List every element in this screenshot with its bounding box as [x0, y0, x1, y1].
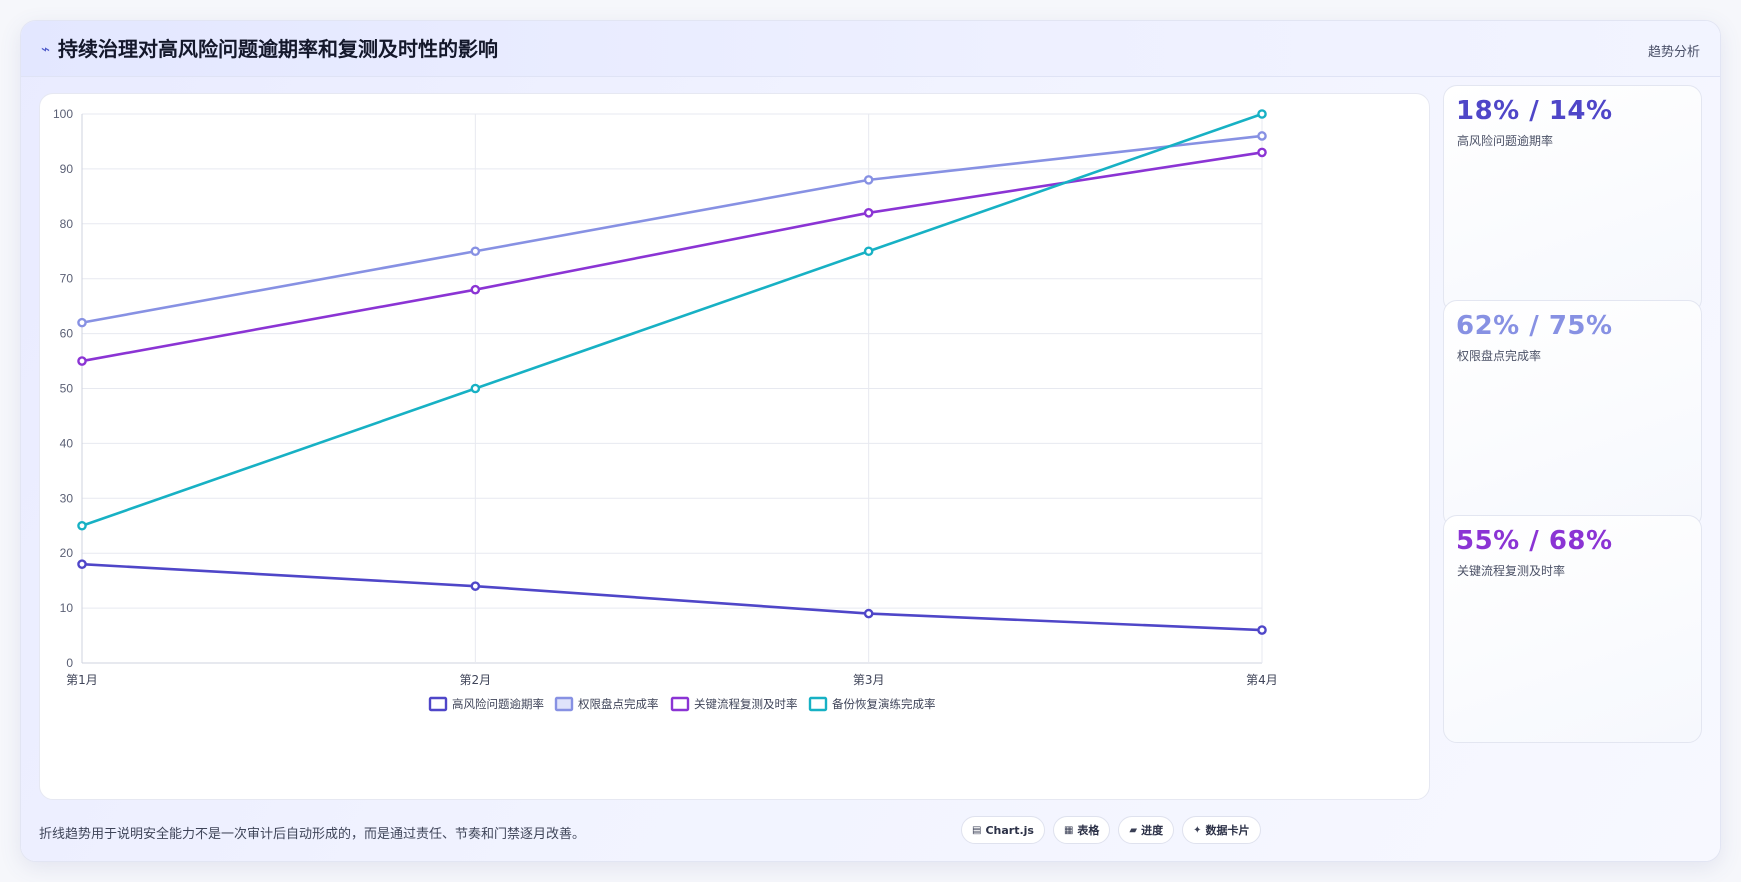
- x-tick-label: 第1月: [66, 673, 98, 687]
- y-tick-label: 50: [60, 382, 74, 396]
- tool-label: 表格: [1077, 824, 1100, 837]
- legend-label: 备份恢复演练完成率: [832, 697, 936, 711]
- data-point: [470, 581, 481, 591]
- legend-swatch: [670, 696, 690, 712]
- kpi-value: 62% / 75%: [1456, 311, 1613, 341]
- kpi-card-overdue: 18% / 14% 高风险问题逾期率: [1443, 85, 1702, 313]
- series-line-3: [80, 151, 1264, 363]
- data-point: [77, 356, 87, 366]
- view-toolbar: ▤ Chart.js ▦ 表格 ▰ 进度 ✦ 数据卡片: [961, 816, 1261, 844]
- kpi-value: 18% / 14%: [1456, 96, 1613, 126]
- y-tick-label: 100: [53, 107, 73, 121]
- x-tick-label: 第4月: [1246, 673, 1278, 687]
- kpi-card-permission: 62% / 75% 权限盘点完成率: [1443, 300, 1702, 528]
- data-point: [77, 520, 87, 531]
- data-point: [863, 208, 874, 218]
- line-chart: 0 10 20 30 40 50 60 70 80 90 100 第1月 第2月 第3月 第4月高风险问题逾…: [53, 107, 1278, 712]
- tool-label: 进度: [1141, 824, 1164, 837]
- kpi-value: 55% / 68%: [1456, 526, 1613, 556]
- series-line-1: [80, 562, 1264, 632]
- kpi-card-retest: 55% / 68% 关键流程复测及时率: [1443, 515, 1702, 743]
- trend-line-icon: ⌁: [41, 40, 51, 58]
- card-header: ⌁ 持续治理对高风险问题逾期率和复测及时性的影响 趋势分析: [21, 21, 1720, 77]
- y-tick-label: 10: [60, 601, 74, 615]
- y-tick-label: 70: [60, 272, 74, 286]
- progress-button[interactable]: ▰ 进度: [1118, 816, 1175, 844]
- data-point: [77, 317, 87, 328]
- tool-label: Chart.js: [985, 823, 1034, 837]
- legend-label: 权限盘点完成率: [578, 697, 659, 711]
- data-point: [470, 246, 481, 257]
- legend-swatch: [554, 696, 574, 712]
- x-tick-label: 第3月: [853, 673, 885, 687]
- data-point: [1257, 109, 1267, 119]
- kpi-label: 权限盘点完成率: [1457, 349, 1542, 363]
- kpi-label: 关键流程复测及时率: [1457, 564, 1566, 578]
- table-button[interactable]: ▦ 表格: [1052, 816, 1111, 844]
- data-point: [863, 175, 874, 185]
- data-point: [470, 383, 481, 394]
- dashboard-card: ⌁ 持续治理对高风险问题逾期率和复测及时性的影响 趋势分析 0 10 20 30 40 5…: [20, 20, 1721, 862]
- data-card-button[interactable]: ✦ 数据卡片: [1182, 816, 1261, 844]
- table-icon: ▦: [1063, 824, 1074, 836]
- legend-label: 关键流程复测及时率: [694, 697, 798, 711]
- tool-label: 数据卡片: [1205, 824, 1250, 837]
- y-tick-label: 40: [60, 436, 74, 450]
- kpi-label: 高风险问题逾期率: [1457, 134, 1554, 148]
- y-tick-label: 90: [60, 162, 74, 176]
- data-point: [470, 284, 481, 295]
- legend-swatch: [808, 696, 828, 712]
- y-tick-label: 80: [60, 217, 74, 231]
- x-tick-label: 第2月: [460, 673, 492, 687]
- header-tag: 趋势分析: [1647, 45, 1700, 60]
- chart-panel: 0 10 20 30 40 50 60 70 80 90 100 第1月 第2月 第3月 第4月高风险问题逾…: [39, 93, 1430, 800]
- footer-note: 折线趋势用于说明安全能力不是一次审计后自动形成的，而是通过责任、节奏和门禁逐月改…: [39, 827, 586, 842]
- progress-icon: ▰: [1129, 824, 1138, 836]
- legend-label: 高风险问题逾期率: [452, 697, 544, 711]
- data-point: [1257, 147, 1267, 158]
- legend-swatch: [428, 696, 448, 712]
- data-point: [863, 608, 874, 619]
- chartjs-button[interactable]: ▤ Chart.js: [961, 816, 1045, 844]
- card-icon: ✦: [1193, 824, 1202, 836]
- y-tick-label: 0: [66, 656, 73, 670]
- page-title: 持续治理对高风险问题逾期率和复测及时性的影响: [58, 37, 499, 61]
- data-point: [1257, 131, 1267, 141]
- y-tick-label: 30: [60, 491, 74, 505]
- data-point: [1257, 625, 1267, 635]
- data-point: [863, 246, 874, 257]
- chart-icon: ▤: [972, 824, 982, 836]
- y-tick-label: 60: [60, 327, 74, 341]
- data-point: [77, 559, 87, 569]
- y-tick-label: 20: [60, 546, 74, 560]
- series-line-4: [80, 112, 1264, 528]
- series-line-2: [80, 134, 1264, 324]
